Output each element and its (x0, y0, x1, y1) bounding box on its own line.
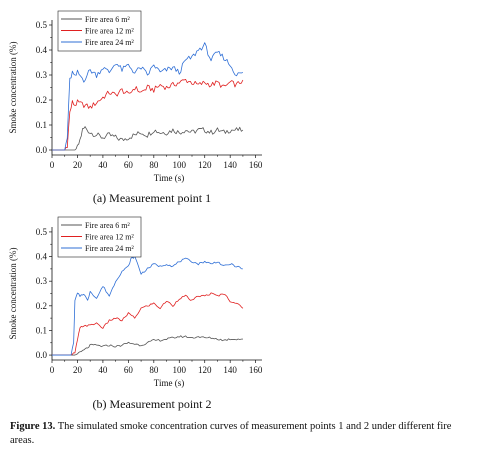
legend-label: Fire area 12 m² (85, 26, 134, 35)
series-line-1 (52, 127, 243, 150)
series-line-3 (52, 43, 243, 150)
y-tick-label: 0.1 (36, 325, 47, 335)
legend: Fire area 6 m² Fire area 12 m² Fire area 2… (58, 11, 141, 51)
y-tick-label: 0.3 (36, 70, 48, 80)
x-tick-label: 160 (249, 160, 263, 170)
y-tick-label: 0.4 (36, 252, 48, 262)
x-tick-label: 80 (149, 365, 159, 375)
x-tick-label: 40 (98, 160, 108, 170)
figure-caption-text: The simulated smoke concentration curves… (10, 421, 451, 446)
series-line-1 (52, 336, 243, 355)
y-tick-label: 0.0 (36, 350, 48, 360)
legend-label: Fire area 24 m² (85, 244, 134, 253)
x-tick-label: 40 (98, 365, 108, 375)
x-tick-label: 80 (149, 160, 159, 170)
x-tick-label: 100 (173, 365, 187, 375)
legend-label: Fire area 6 m² (85, 15, 130, 24)
figure-caption: Figure 13. The simulated smoke concentra… (10, 420, 476, 448)
y-tick-label: 0.4 (36, 45, 48, 55)
x-tick-label: 20 (73, 160, 83, 170)
y-tick-label: 0.0 (36, 145, 48, 155)
y-axis-title: Smoke concentration (%) (8, 42, 18, 134)
x-tick-label: 140 (223, 365, 237, 375)
x-tick-label: 120 (198, 365, 212, 375)
x-tick-label: 120 (198, 160, 212, 170)
x-tick-label: 140 (223, 160, 237, 170)
y-tick-label: 0.2 (36, 301, 47, 311)
legend-label: Fire area 24 m² (85, 38, 134, 47)
figure-caption-label: Figure 13. (10, 421, 55, 432)
legend-label: Fire area 12 m² (85, 232, 134, 241)
x-tick-label: 60 (124, 365, 134, 375)
x-tick-label: 0 (50, 365, 55, 375)
y-tick-label: 0.2 (36, 95, 47, 105)
series-line-2 (52, 293, 243, 355)
y-tick-label: 0.5 (36, 227, 48, 237)
x-tick-label: 60 (124, 160, 134, 170)
subfigure-caption: (b) Measurement point 2 (93, 397, 212, 411)
x-axis-title: Time (s) (154, 378, 184, 388)
x-tick-label: 20 (73, 365, 83, 375)
y-tick-label: 0.5 (36, 20, 48, 30)
subfigure-caption: (a) Measurement point 1 (93, 191, 211, 205)
chart-1: 0 20 40 60 80 100 120 140 160 0.0 0.1 0.2 0.3 0.4 0.5 T… (8, 217, 263, 411)
y-axis-title: Smoke concentration (%) (8, 248, 18, 340)
x-tick-label: 160 (249, 365, 263, 375)
series-line-3 (52, 256, 243, 355)
x-tick-label: 0 (50, 160, 55, 170)
x-axis-title: Time (s) (154, 173, 184, 183)
x-tick-label: 100 (173, 160, 187, 170)
legend-label: Fire area 6 m² (85, 221, 130, 230)
chart-0: 0 20 40 60 80 100 120 140 160 0.0 0.1 0.2 0.3 0.4 0.5 T… (8, 11, 263, 205)
figure-charts: 0 20 40 60 80 100 120 140 160 0.0 0.1 0.2 0.3 0.4 0.5 T… (0, 0, 486, 420)
y-tick-label: 0.1 (36, 120, 47, 130)
legend: Fire area 6 m² Fire area 12 m² Fire area 2… (58, 217, 141, 257)
y-tick-label: 0.3 (36, 276, 48, 286)
series-line-2 (52, 79, 243, 150)
